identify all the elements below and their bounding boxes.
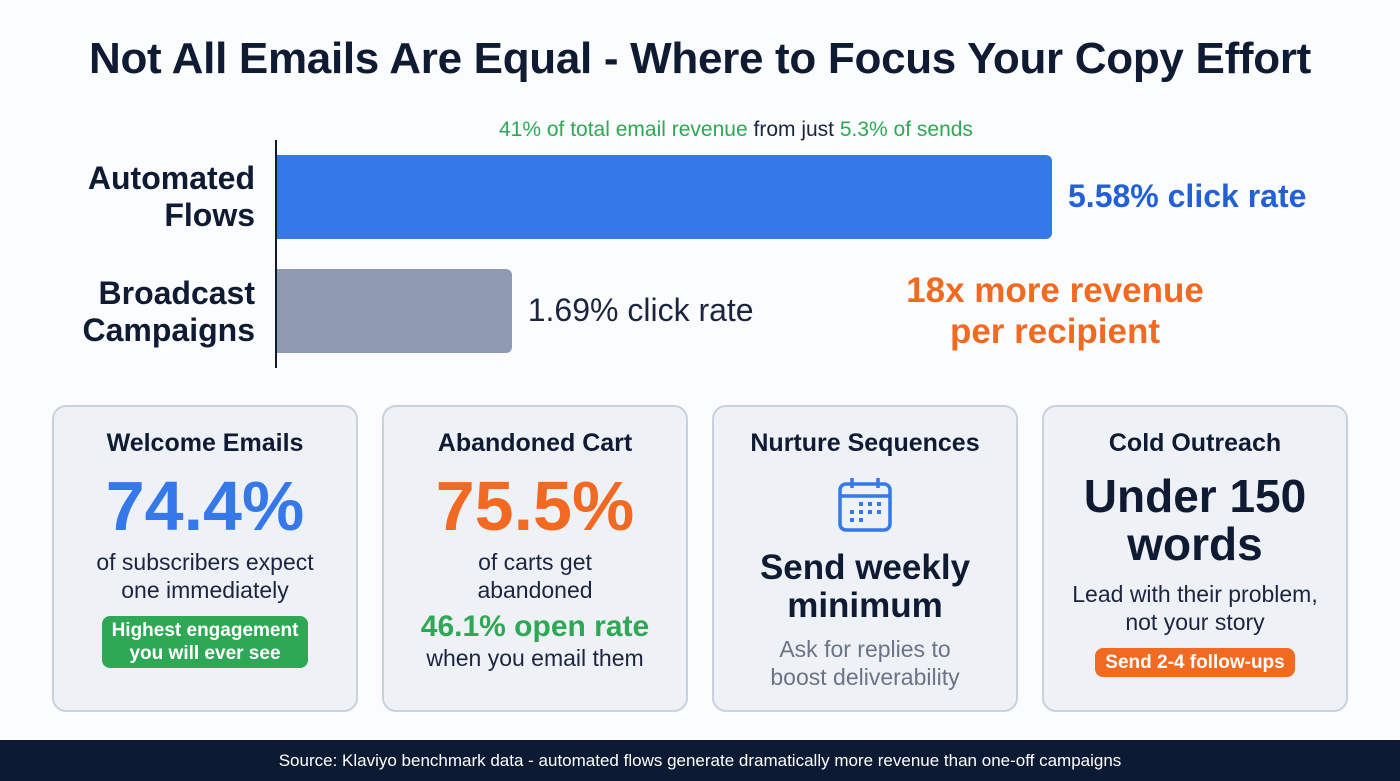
category-line: Automated [87,160,255,196]
card-headline: words [1127,518,1263,570]
callout-line: per recipient [949,312,1161,351]
category-label-broadcast: Broadcast Campaigns [83,275,255,349]
card-text: boost deliverability [770,664,960,690]
chart-subtitle: 41% of total email revenue from just 5.3… [277,118,1327,142]
subtitle-sends: 5.3% of sends [839,118,973,141]
card-welcome-emails: Welcome Emails 74.4% of subscribers expe… [52,405,358,712]
card-text: abandoned [477,577,593,603]
card-text: of subscribers expect [96,549,314,575]
y-axis-line [275,140,277,368]
card-headline: Under 150 [1083,470,1307,522]
page-title: Not All Emails Are Equal - Where to Focu… [88,34,1312,83]
calendar-icon [714,476,1016,539]
card-cold-outreach: Cold Outreach Under 150 words Lead with t… [1042,405,1348,712]
bar-value-label: 1.69% click rate [527,292,754,328]
card-abandoned-cart: Abandoned Cart 75.5% of carts get abandon… [382,405,688,712]
category-label-automated: Automated Flows [88,160,255,234]
card-headline: Send weekly [759,548,971,587]
category-line: Campaigns [82,312,255,348]
card-nurture-sequences: Nurture Sequences Send weekly minimum Ask… [712,405,1018,712]
revenue-callout: 18x more revenue per recipient [860,270,1250,352]
source-footer: Source: Klaviyo benchmark data - automat… [0,740,1400,781]
subtitle-connector: from just [747,118,840,141]
subtitle-revenue: 41% of total email revenue [499,118,748,141]
category-line: Flows [164,197,255,233]
card-text: of carts get [478,549,592,575]
card-title: Abandoned Cart [437,429,633,457]
card-text: Ask for replies to [779,636,951,662]
bar-broadcast [277,269,512,353]
bar-value-label: 5.58% click rate [1068,178,1307,214]
card-title: Welcome Emails [106,429,304,457]
category-line: Broadcast [98,275,256,311]
card-stat: 74.4% [105,467,305,545]
open-rate-stat: 46.1% open rate [420,610,650,643]
engagement-badge: Highest engagement you will ever see [101,616,309,668]
bar-automated [277,155,1052,239]
card-headline: minimum [787,586,943,625]
callout-line: 18x more revenue [906,271,1204,310]
card-text: not your story [1125,609,1265,635]
follow-ups-badge: Send 2-4 follow-ups [1095,648,1295,677]
card-text: when you email them [426,645,644,671]
card-title: Nurture Sequences [750,429,980,457]
card-text: Lead with their problem, [1072,581,1318,607]
card-text: one immediately [121,577,289,603]
card-stat: 75.5% [435,467,635,545]
card-title: Cold Outreach [1108,429,1282,457]
